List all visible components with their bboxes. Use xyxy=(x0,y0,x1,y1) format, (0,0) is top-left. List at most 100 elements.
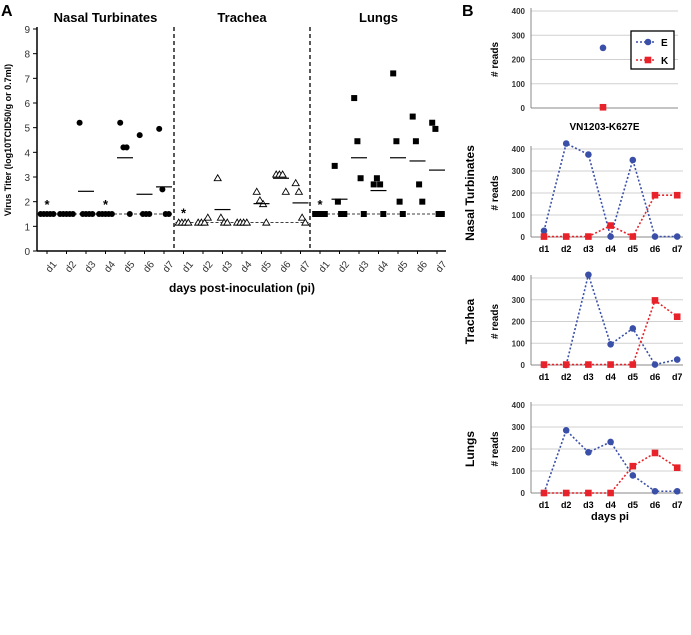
data-point-square xyxy=(357,175,364,182)
series-line-K xyxy=(544,194,678,238)
data-point-square xyxy=(334,198,341,205)
data-point-E xyxy=(607,233,614,240)
y-tick-label: 5 xyxy=(24,124,30,135)
x-tick-label: d7 xyxy=(672,244,683,254)
x-tick-label: d3 xyxy=(583,372,594,382)
x-tick-label: d4 xyxy=(375,259,391,275)
reads-chart-1 xyxy=(530,140,683,240)
data-point-K xyxy=(651,297,659,304)
panel-label-b: B xyxy=(462,3,474,20)
data-point-E xyxy=(607,341,614,348)
x-tick-label: d6 xyxy=(414,259,430,275)
x-tick-label: d3 xyxy=(219,259,235,275)
data-point-circle xyxy=(76,119,83,126)
y-tick-label: 100 xyxy=(512,467,526,476)
y-tick-label: 8 xyxy=(24,50,30,61)
data-point-E xyxy=(585,271,592,279)
data-point-square xyxy=(380,211,387,217)
y-axis-label: Virus Titer (log10TCID50/g or 0.7ml) xyxy=(3,64,13,216)
x-tick-label: d6 xyxy=(278,259,294,275)
x-tick-label: d7 xyxy=(161,259,177,275)
legend-marker-K xyxy=(644,56,652,64)
x-tick-label: d5 xyxy=(628,244,639,254)
data-point-circle xyxy=(123,144,130,151)
x-tick-label: d2 xyxy=(561,372,572,382)
data-point-square xyxy=(331,162,338,169)
data-point-E xyxy=(673,487,681,495)
data-point-triangle xyxy=(278,170,287,178)
data-point-triangle xyxy=(252,187,261,195)
data-point-K xyxy=(673,313,681,321)
data-point-triangle xyxy=(262,218,271,226)
x-tick-label: d7 xyxy=(434,259,450,275)
data-point-E xyxy=(599,44,607,52)
x-tick-label: d3 xyxy=(583,244,594,254)
y-tick-label: 100 xyxy=(512,211,526,220)
series-line-K xyxy=(544,452,678,494)
data-point-K xyxy=(540,233,548,240)
significance-asterisk: * xyxy=(103,197,109,212)
legend-label-E: E xyxy=(661,38,668,49)
data-point-E xyxy=(562,427,570,434)
data-point-square xyxy=(377,181,384,188)
y-tick-label: 400 xyxy=(512,7,526,16)
data-point-circle xyxy=(146,211,153,217)
x-tick-label: d5 xyxy=(122,259,138,275)
data-point-square xyxy=(432,125,439,132)
x-tick-label: d6 xyxy=(141,259,157,275)
data-point-square xyxy=(435,211,442,217)
data-point-E xyxy=(562,140,570,147)
data-point-E xyxy=(540,227,548,235)
panel-title: Trachea xyxy=(463,298,477,344)
data-point-E xyxy=(651,361,659,368)
data-point-K xyxy=(651,191,659,199)
y-tick-label: 300 xyxy=(512,31,526,40)
data-point-circle xyxy=(156,125,163,132)
x-tick-label: d3 xyxy=(583,500,594,510)
y-axis-label: # reads xyxy=(490,431,501,466)
y-tick-label: 7 xyxy=(24,74,30,85)
data-point-circle xyxy=(69,211,76,217)
data-point-triangle xyxy=(242,218,252,226)
x-tick-label: d5 xyxy=(628,500,639,510)
series-line-E xyxy=(565,271,678,366)
data-point-square xyxy=(409,113,416,120)
data-point-square xyxy=(429,119,436,126)
data-point-K xyxy=(585,233,592,240)
data-point-K xyxy=(562,233,570,240)
data-point-K xyxy=(607,489,614,497)
data-point-K xyxy=(585,361,592,368)
data-point-K xyxy=(629,233,637,240)
data-point-K xyxy=(673,191,681,199)
data-point-square xyxy=(390,70,397,77)
data-point-K xyxy=(607,361,614,368)
data-point-square xyxy=(373,175,380,182)
data-point-E xyxy=(673,356,681,363)
data-point-square xyxy=(412,138,419,145)
y-axis-label: # reads xyxy=(490,175,501,210)
data-point-triangle xyxy=(281,187,291,195)
data-point-circle xyxy=(117,119,124,126)
x-tick-label: d4 xyxy=(102,259,118,275)
y-tick-label: 2 xyxy=(24,198,30,209)
data-point-circle xyxy=(165,211,172,217)
data-point-triangle xyxy=(223,218,232,226)
y-tick-label: 400 xyxy=(512,401,526,410)
data-point-square xyxy=(438,211,445,217)
data-point-square xyxy=(341,211,348,217)
y-tick-label: 400 xyxy=(512,274,526,283)
group-title: Nasal Turbinates xyxy=(54,10,158,25)
y-tick-label: 300 xyxy=(512,296,526,305)
reads-chart-2 xyxy=(530,271,683,369)
data-point-E xyxy=(629,472,637,479)
x-axis-label: days pi xyxy=(591,511,629,523)
y-tick-label: 200 xyxy=(512,56,526,65)
data-point-E xyxy=(651,487,659,495)
data-point-triangle xyxy=(184,218,193,226)
data-point-E xyxy=(673,233,681,240)
data-point-square xyxy=(351,95,358,102)
legend-marker-E xyxy=(644,38,652,46)
x-tick-label: d4 xyxy=(605,372,616,382)
y-tick-label: 400 xyxy=(512,145,526,154)
data-point-E xyxy=(651,233,659,240)
